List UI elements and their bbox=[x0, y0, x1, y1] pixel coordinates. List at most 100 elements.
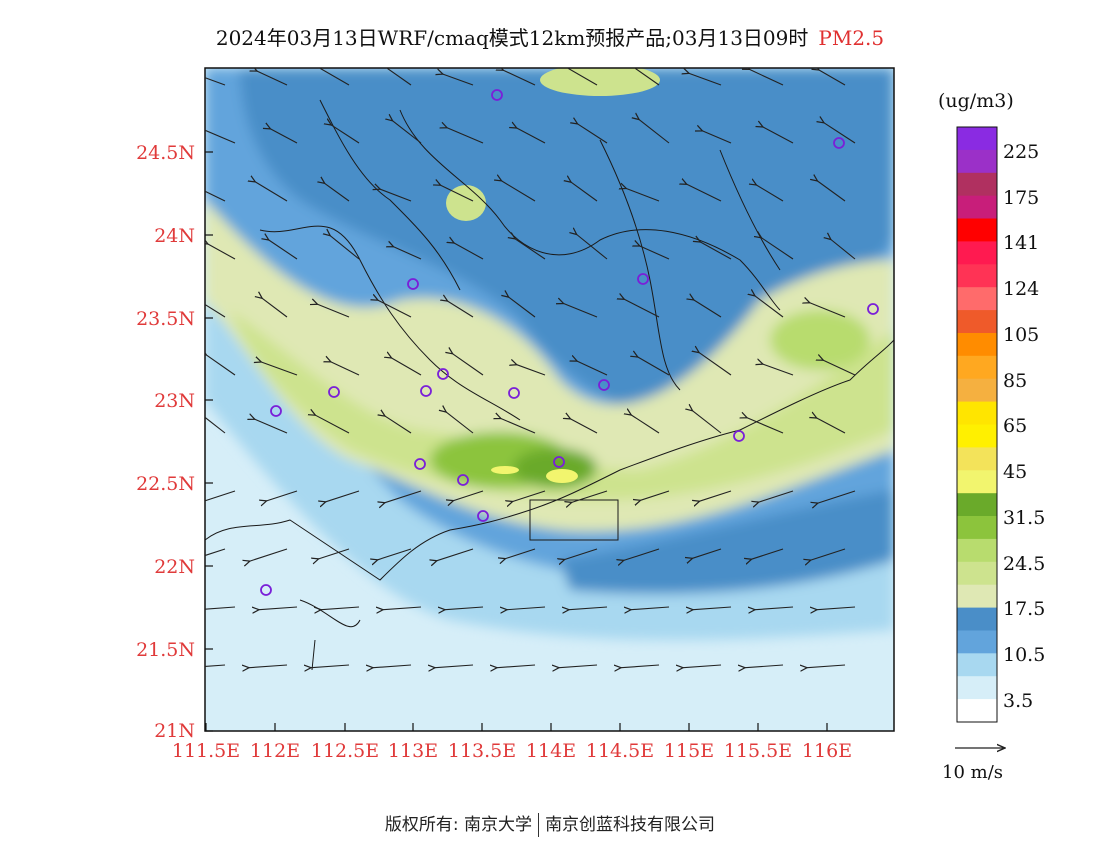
wind-vector-arrow bbox=[205, 664, 226, 667]
wind-vector-arrow bbox=[624, 548, 660, 560]
lat-tick-label: 21.5N bbox=[136, 639, 195, 661]
wind-vector-arrow bbox=[392, 358, 422, 376]
wind-vector-arrow bbox=[205, 77, 226, 86]
wind-vector-arrow bbox=[621, 664, 660, 668]
wind-vector-arrow bbox=[571, 182, 598, 202]
wind-vector-arrow bbox=[693, 606, 732, 610]
wind-vector-arrow bbox=[501, 419, 536, 434]
wind-vector-arrow bbox=[509, 297, 536, 318]
wind-vector-arrow bbox=[824, 123, 856, 144]
wind-vector-arrow bbox=[564, 304, 598, 318]
colorbar-swatch bbox=[957, 333, 997, 357]
wind-vector-arrow bbox=[255, 419, 288, 434]
wind-vector-arrow bbox=[331, 125, 360, 144]
wind-vector-arrow bbox=[383, 606, 422, 610]
wind-vector-arrow bbox=[807, 664, 846, 668]
lon-tick-label: 114.5E bbox=[585, 740, 655, 762]
credit-right: 南京创蓝科技有限公司 bbox=[545, 815, 716, 835]
wind-vector-arrow bbox=[271, 129, 298, 144]
wind-vector-arrow bbox=[689, 73, 722, 86]
colorbar-label: 105 bbox=[1003, 324, 1040, 346]
wind-vector-arrow bbox=[631, 415, 660, 434]
station-marker bbox=[407, 278, 419, 290]
field-band-17 bbox=[240, 68, 894, 422]
title-pollutant: PM2.5 bbox=[818, 26, 885, 50]
lon-tick-label: 112E bbox=[249, 740, 301, 762]
colorbar-swatch bbox=[957, 561, 997, 586]
wind-vector-arrow bbox=[640, 246, 670, 260]
wind-vector-arrow bbox=[755, 606, 794, 610]
wind-vector-arrow bbox=[577, 361, 608, 376]
wind-vector-arrow bbox=[250, 548, 288, 561]
wind-vector-arrow bbox=[572, 490, 608, 502]
wind-vector-arrow bbox=[756, 185, 784, 202]
wind-vector-arrow bbox=[577, 235, 608, 260]
station-marker bbox=[491, 89, 503, 101]
station-marker bbox=[553, 456, 565, 468]
colorbar-swatch bbox=[957, 241, 997, 265]
colorbar-label: 45 bbox=[1003, 461, 1028, 483]
wind-vector-arrow bbox=[759, 490, 794, 502]
wind-vector-arrow bbox=[378, 548, 412, 560]
colorbar-swatch bbox=[957, 538, 997, 563]
chart-title: 2024年03月13日WRF/cmaq模式12km预报产品;03月13日09时 P… bbox=[0, 22, 1100, 51]
wind-vector-arrow bbox=[515, 239, 546, 260]
wind-vector-arrow bbox=[817, 418, 846, 434]
wind-vector-arrow bbox=[699, 353, 732, 376]
station-marker bbox=[437, 368, 449, 380]
colorbar-label: 124 bbox=[1003, 278, 1040, 300]
colorbar-swatch bbox=[957, 424, 997, 448]
wind-vector-arrow bbox=[638, 357, 670, 376]
station-marker bbox=[477, 510, 489, 522]
colorbar-swatch bbox=[957, 287, 997, 311]
station-marker bbox=[457, 474, 469, 486]
lon-tick-label: 111.5E bbox=[171, 740, 241, 762]
wind-vector-arrow bbox=[745, 664, 784, 668]
station-marker bbox=[598, 379, 610, 391]
field-band-24 bbox=[230, 310, 894, 500]
wind-vector-arrow bbox=[448, 301, 474, 318]
wind-vector-arrow bbox=[569, 606, 608, 610]
wind-vector-arrow bbox=[762, 238, 794, 260]
lon-tick-label: 113E bbox=[387, 740, 439, 762]
wind-vector-arrow bbox=[818, 490, 856, 503]
wind-vector-arrow bbox=[262, 298, 288, 318]
wind-vector-arrow bbox=[747, 418, 784, 434]
wind-vector-arrow bbox=[755, 296, 784, 318]
wind-vector-arrow bbox=[700, 490, 732, 501]
wind-vector-arrow bbox=[318, 304, 350, 318]
wind-vector-arrow bbox=[750, 69, 784, 86]
lon-tick-label: 114E bbox=[525, 740, 577, 762]
colorbar-swatch bbox=[957, 127, 997, 151]
wind-vector-arrow bbox=[331, 362, 360, 376]
wind-vector-arrow bbox=[571, 419, 598, 434]
lon-tick-label: 115E bbox=[663, 740, 715, 762]
wind-vector-arrow bbox=[267, 490, 298, 501]
station-marker bbox=[260, 584, 272, 596]
colorbar-swatch bbox=[957, 447, 997, 471]
wind-vector-arrow bbox=[441, 185, 474, 202]
wind-vector-arrow bbox=[205, 416, 226, 434]
wind-vector-arrow bbox=[810, 303, 846, 318]
wind-vector-arrow bbox=[443, 74, 474, 86]
wind-vector-arrow bbox=[385, 68, 412, 86]
axis-ticks bbox=[205, 151, 828, 732]
field-band-28 bbox=[770, 310, 870, 370]
wind-vector-arrow bbox=[321, 606, 360, 610]
wind-vector-arrow bbox=[513, 490, 546, 502]
wind-vector-arrow bbox=[693, 411, 722, 434]
colorbar-swatch bbox=[957, 264, 997, 288]
wind-vector-arrow bbox=[763, 364, 794, 376]
colorbar-swatch bbox=[957, 607, 997, 631]
wind-vector-arrow bbox=[393, 121, 422, 144]
wind-vector-arrow bbox=[507, 606, 546, 610]
lon-tick-label: 112.5E bbox=[310, 740, 380, 762]
wind-vector-arrow bbox=[330, 236, 360, 260]
wind-vector-arrow bbox=[454, 243, 484, 260]
colorbar bbox=[956, 126, 998, 723]
wind-vector-arrow bbox=[631, 606, 670, 610]
station-marker bbox=[414, 458, 426, 470]
wind-vector-arrow bbox=[763, 127, 794, 144]
colorbar-label: 85 bbox=[1003, 370, 1028, 392]
colorbar-swatch bbox=[957, 310, 997, 334]
